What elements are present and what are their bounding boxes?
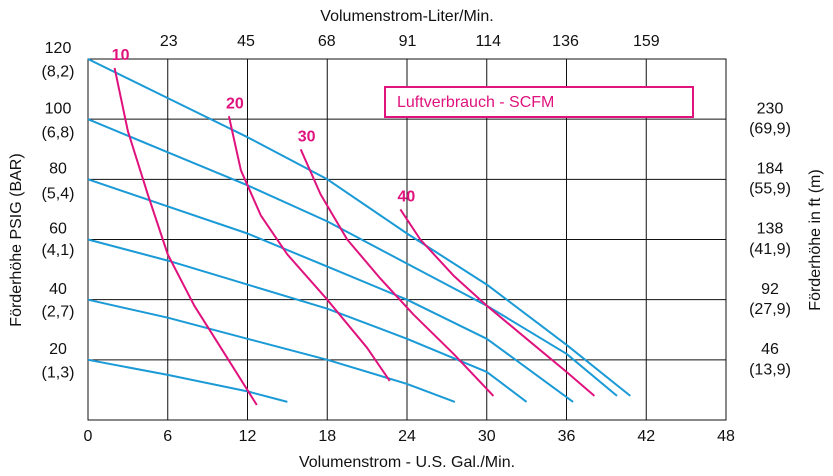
pressure-curve [87, 118, 618, 397]
pressure-curve [87, 58, 631, 397]
y-tick-label: 120 [45, 40, 72, 57]
y2-m-tick-label: (27,9) [749, 301, 791, 318]
pressure-curve [87, 178, 574, 403]
curve-label: 30 [298, 128, 316, 145]
pressure-curve [87, 358, 288, 403]
y2-tick-label: 138 [757, 221, 784, 238]
air-consumption-curve [227, 115, 391, 382]
air-consumption-curve [399, 208, 596, 397]
curve-label: 20 [226, 95, 244, 112]
x-tick-label: 42 [637, 428, 655, 445]
top-tick-label: 159 [633, 33, 660, 50]
pressure-curve [87, 298, 456, 403]
x-tick-label: 48 [717, 428, 735, 445]
y-tick-label: 20 [49, 341, 67, 358]
y2-tick-label: 184 [757, 161, 784, 178]
y-bar-tick-label: (1,3) [42, 364, 75, 381]
top-tick-label: 23 [160, 33, 178, 50]
y2-tick-label: 230 [757, 100, 784, 117]
legend-title: Luftverbrauch - SCFM [397, 94, 554, 111]
y2-axis-title: Förderhöhe in ft (m) [807, 169, 824, 310]
curve-label: 40 [397, 189, 415, 206]
y2-m-tick-label: (41,9) [749, 241, 791, 258]
legend-box [384, 86, 694, 118]
air-consumption-curve [299, 148, 495, 397]
x-tick-label: 36 [558, 428, 576, 445]
top-axis-title: Volumenstrom-Liter/Min. [320, 8, 493, 25]
y2-tick-label: 46 [761, 341, 779, 358]
top-tick-label: 68 [318, 33, 336, 50]
x-tick-label: 18 [318, 428, 336, 445]
top-tick-label: 114 [476, 33, 502, 50]
y2-m-tick-label: (55,9) [749, 181, 791, 198]
x-tick-label: 24 [398, 428, 416, 445]
y-bar-tick-label: (5,4) [42, 185, 75, 202]
y-bar-tick-label: (6,8) [42, 124, 75, 141]
y-bar-tick-label: (4,1) [42, 242, 75, 259]
top-tick-label: 136 [552, 33, 579, 50]
y-bar-tick-label: (2,7) [42, 303, 75, 320]
top-tick-label: 45 [237, 33, 255, 50]
x-tick-label: 30 [478, 428, 496, 445]
air-consumption-curve [113, 67, 258, 406]
pressure-curve [87, 238, 528, 403]
top-tick-label: 91 [399, 33, 417, 50]
y-tick-label: 80 [49, 161, 67, 178]
y2-tick-label: 92 [761, 281, 779, 298]
x-axis-title: Volumenstrom - U.S. Gal./Min. [299, 454, 515, 471]
y2-m-tick-label: (69,9) [749, 120, 791, 137]
curve-label: 10 [112, 47, 130, 64]
y-axis-title: Förderhöhe PSIG (BAR) [8, 153, 25, 326]
y-tick-label: 40 [49, 281, 67, 298]
x-tick-label: 12 [239, 428, 257, 445]
y2-m-tick-label: (13,9) [749, 361, 791, 378]
y-tick-label: 100 [45, 100, 72, 117]
x-tick-label: 6 [163, 428, 172, 445]
y-bar-tick-label: (8,2) [42, 63, 75, 80]
y-tick-label: 60 [49, 221, 67, 238]
x-tick-label: 0 [84, 428, 93, 445]
